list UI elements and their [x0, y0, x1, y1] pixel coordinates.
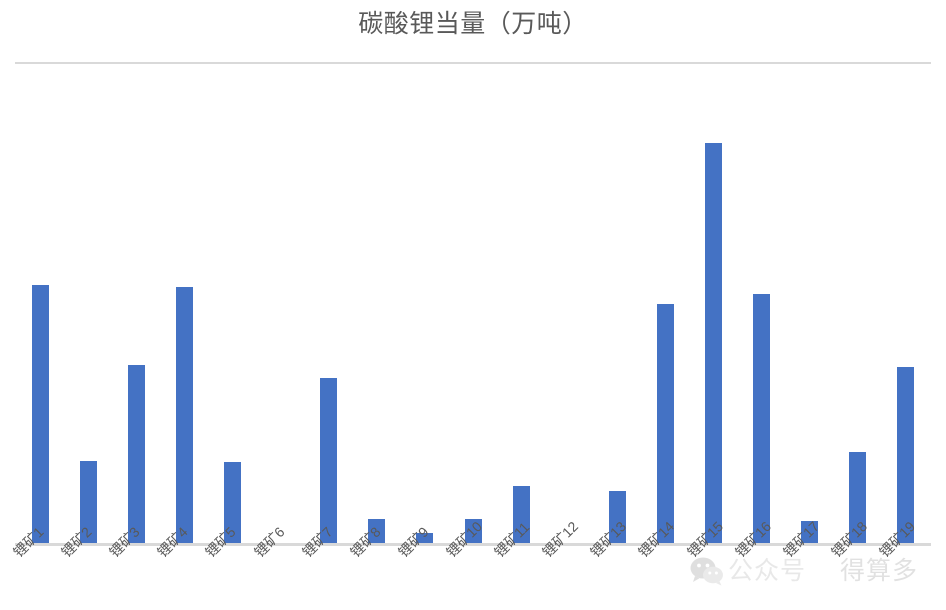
bar[interactable]	[320, 378, 338, 543]
bar[interactable]	[753, 294, 771, 543]
category-axis-labels: 锂矿1 锂矿2 锂矿3 锂矿4 锂矿5 锂矿6 锂矿7 锂矿8 锂矿9 锂矿10 锂矿11 锂矿12 锂…	[0, 518, 946, 610]
bar[interactable]	[223, 462, 241, 543]
bar[interactable]	[175, 287, 193, 543]
bar[interactable]	[656, 304, 674, 543]
bar[interactable]	[368, 519, 386, 543]
bar[interactable]	[849, 452, 867, 543]
chart-title: 碳酸锂当量（万吨）	[358, 10, 588, 38]
bar[interactable]	[705, 143, 723, 543]
bars-layer	[31, 143, 915, 543]
bar[interactable]	[127, 365, 145, 543]
title-divider	[15, 62, 931, 64]
bar[interactable]	[897, 367, 915, 543]
bar[interactable]	[416, 533, 434, 543]
bar[interactable]	[79, 461, 97, 543]
bar[interactable]	[608, 491, 626, 543]
bar[interactable]	[512, 486, 530, 543]
bar[interactable]	[464, 519, 482, 543]
plot-area	[31, 143, 915, 543]
bar[interactable]	[801, 521, 819, 543]
bar[interactable]	[31, 285, 49, 543]
category-axis-line	[15, 543, 931, 546]
